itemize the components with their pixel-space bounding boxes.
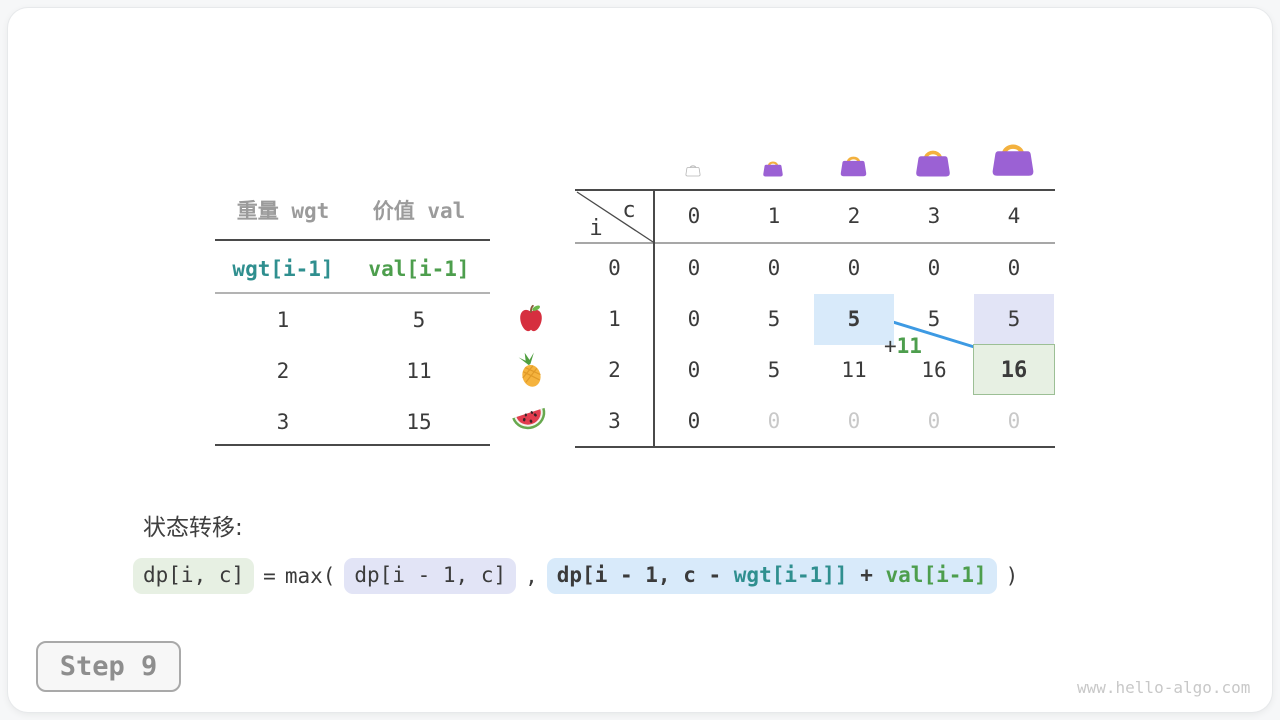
- item-row-weight: 2: [276, 358, 290, 383]
- take-term-prefix: dp[i - 1, c -: [556, 563, 734, 587]
- highlight-cell-keep: [974, 294, 1054, 344]
- dp-col-header: 1: [767, 204, 781, 228]
- dp-cell: 5: [927, 307, 941, 331]
- dp-cell: 0: [687, 358, 701, 382]
- dp-cell: 5: [767, 307, 781, 331]
- dp-cell-keep: 5: [1007, 307, 1021, 331]
- added-value: 11: [896, 334, 922, 358]
- dp-corner-row-label: i: [589, 216, 603, 241]
- item-row-value: 11: [406, 358, 432, 383]
- dp-corner-col-label: c: [622, 198, 636, 223]
- dp-cell-pending: 0: [927, 409, 941, 433]
- dp-cell: 11: [841, 358, 867, 382]
- item-table-val-index: val[i-1]: [368, 256, 470, 281]
- dp-cell: 0: [687, 307, 701, 331]
- highlight-cell-result: [973, 344, 1055, 395]
- comma: ,: [525, 564, 538, 588]
- formula-result-term: dp[i, c]: [133, 558, 255, 594]
- dp-cell: 0: [687, 409, 701, 433]
- dp-cell: 0: [847, 256, 861, 280]
- transition-formula: dp[i, c] = max( dp[i - 1, c] , dp[i - 1,…: [133, 558, 1018, 594]
- highlight-cell-source: [814, 294, 894, 345]
- close-paren: ): [1005, 564, 1019, 588]
- dp-cell: 0: [687, 256, 701, 280]
- item-row-value: 15: [406, 409, 432, 434]
- dp-cell-result: 16: [1000, 357, 1028, 383]
- watermelon-icon: [512, 407, 546, 430]
- dp-cell: 5: [767, 358, 781, 382]
- item-table-wgt-index: wgt[i-1]: [232, 256, 334, 281]
- dp-col-header: 0: [687, 204, 701, 228]
- dp-row-header: 0: [608, 256, 621, 280]
- added-value-annotation: +11: [884, 336, 922, 357]
- dp-col-header: 4: [1007, 204, 1021, 228]
- pineapple-icon: [518, 352, 541, 387]
- dp-cell-pending: 0: [767, 409, 781, 433]
- dp-col-header: 3: [927, 204, 941, 228]
- step-badge: Step 9: [36, 641, 181, 692]
- figure-card: [8, 8, 1272, 712]
- dp-row-header: 3: [608, 409, 621, 433]
- item-row-weight: 3: [276, 409, 290, 434]
- bag-size-4-icon: [992, 144, 1034, 176]
- dp-cell-source: 5: [847, 307, 861, 331]
- plus-sign: +: [884, 334, 897, 358]
- dp-cell: 0: [767, 256, 781, 280]
- transition-label: 状态转移:: [143, 515, 243, 541]
- dp-row-header: 2: [608, 358, 621, 382]
- dp-cell-pending: 0: [847, 409, 861, 433]
- dp-row-header: 1: [608, 307, 621, 331]
- dp-cell: 0: [1007, 256, 1021, 280]
- item-row-weight: 1: [276, 307, 290, 332]
- dp-cell-pending: 0: [1007, 409, 1021, 433]
- take-term-val: val[i-1]: [885, 563, 987, 587]
- item-table-header-weight: 重量 wgt: [236, 198, 330, 223]
- bag-size-2-icon: [840, 156, 867, 177]
- apple-icon: [520, 304, 542, 332]
- equals-sign: =: [263, 564, 276, 588]
- item-table-header-value: 价值 val: [372, 198, 466, 223]
- site-watermark: www.hello-algo.com: [1077, 678, 1251, 697]
- dp-cell: 0: [927, 256, 941, 280]
- take-term-wgt: wgt[i-1]]: [733, 563, 848, 587]
- formula-keep-term: dp[i - 1, c]: [344, 558, 517, 594]
- take-term-plus: +: [847, 563, 886, 587]
- formula-take-term: dp[i - 1, c - wgt[i-1]] + val[i-1]: [546, 558, 997, 594]
- bag-size-3-icon: [916, 150, 950, 177]
- max-open: max(: [284, 564, 336, 588]
- bag-size-1-icon: [763, 161, 783, 177]
- dp-cell: 16: [921, 358, 947, 382]
- empty-bag-icon: [685, 165, 701, 177]
- dp-col-header: 2: [847, 204, 861, 228]
- item-row-value: 5: [412, 307, 426, 332]
